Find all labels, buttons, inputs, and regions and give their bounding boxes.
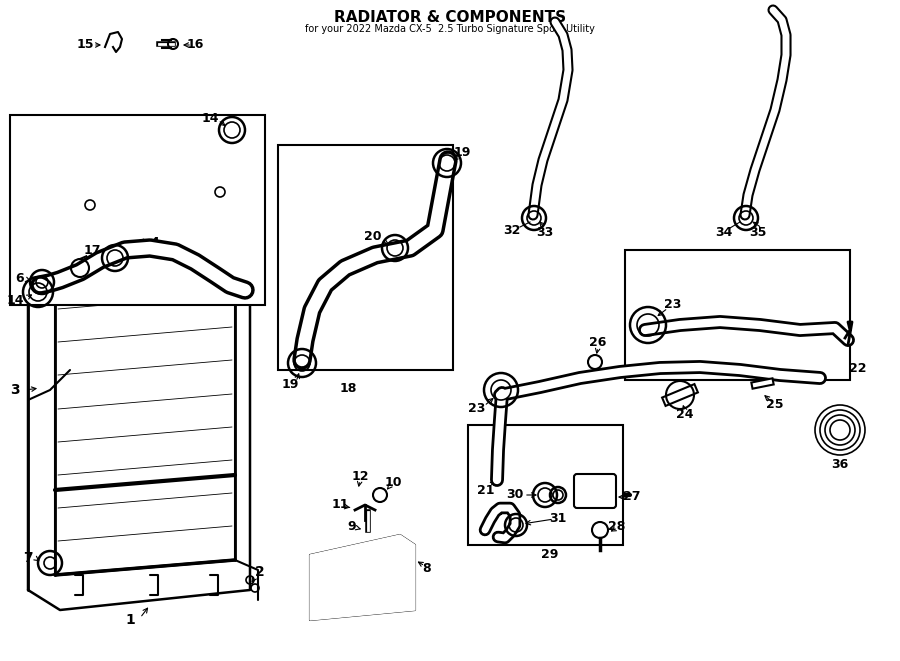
Text: 23: 23 [664,299,681,311]
Text: 4: 4 [150,235,159,249]
Text: for your 2022 Mazda CX-5  2.5 Turbo Signature Sport Utility: for your 2022 Mazda CX-5 2.5 Turbo Signa… [305,24,595,34]
Text: 27: 27 [623,490,641,504]
Text: 33: 33 [536,225,554,239]
Text: 6: 6 [15,272,24,284]
Text: 11: 11 [331,498,349,512]
Text: 25: 25 [766,399,784,412]
Text: 16: 16 [186,38,203,52]
FancyBboxPatch shape [574,474,616,508]
Bar [278,145,453,370]
Text: 19: 19 [454,145,471,159]
Text: 21: 21 [477,483,495,496]
Text: 8: 8 [423,561,431,574]
Text: 28: 28 [608,520,626,533]
Text: 22: 22 [850,362,867,375]
Text: 19: 19 [282,379,299,391]
Bar [10,115,265,305]
Text: 14: 14 [6,293,23,307]
Text: 17: 17 [83,243,101,256]
Bar [468,425,623,545]
Text: 14: 14 [202,112,219,124]
Text: 1: 1 [125,613,135,627]
Text: RADIATOR & COMPONENTS: RADIATOR & COMPONENTS [334,10,566,25]
Text: 3: 3 [10,383,20,397]
Text: 35: 35 [750,225,767,239]
Text: 18: 18 [339,381,356,395]
Text: 15: 15 [76,38,94,52]
Text: 32: 32 [503,223,521,237]
Text: 12: 12 [351,469,369,483]
Text: 5: 5 [103,251,112,264]
Text: 24: 24 [676,408,694,422]
Text: 31: 31 [549,512,567,524]
Text: 7: 7 [23,551,32,565]
Text: 10: 10 [384,475,401,488]
Text: 2: 2 [255,565,265,579]
Text: 30: 30 [507,488,524,502]
Text: 36: 36 [832,459,849,471]
Text: 34: 34 [716,225,733,239]
Polygon shape [310,535,415,620]
Text: 26: 26 [590,336,607,350]
Text: 29: 29 [541,549,559,561]
Text: 23: 23 [468,401,486,414]
Text: 9: 9 [347,520,356,533]
Bar [625,250,850,380]
Text: 20: 20 [364,231,382,243]
Text: 13: 13 [186,254,203,266]
